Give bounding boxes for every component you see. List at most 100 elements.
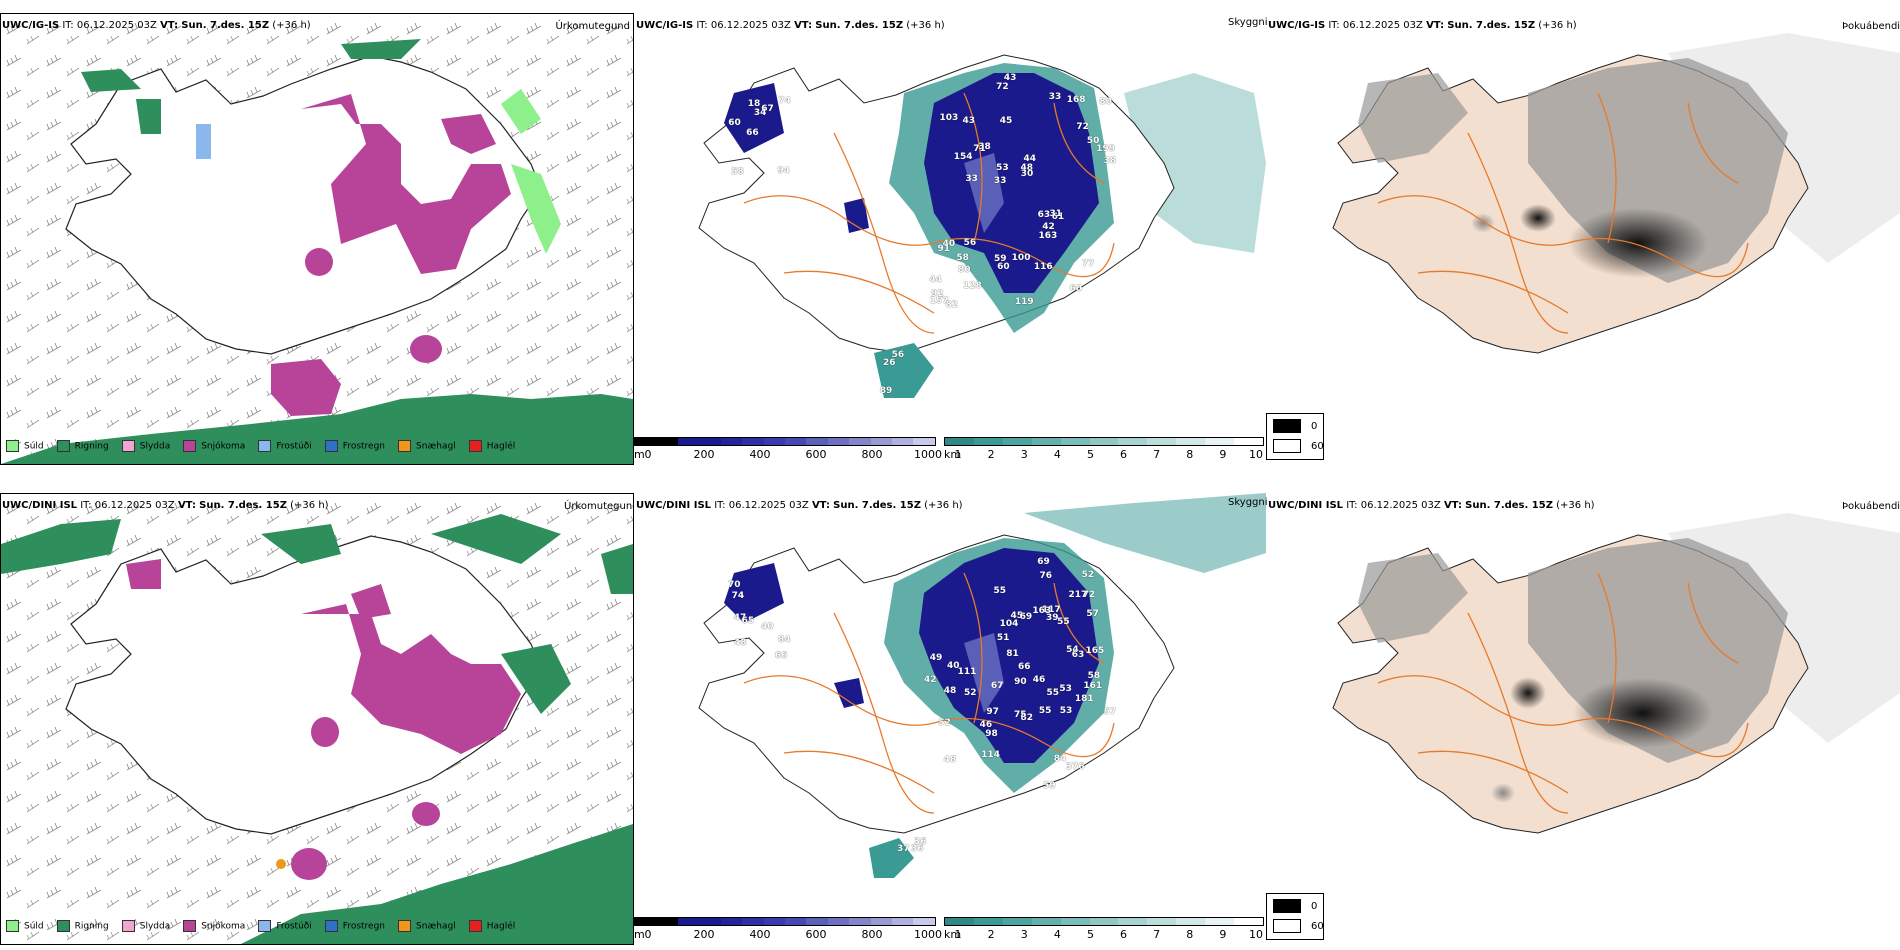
legend-swatch: [183, 920, 197, 932]
visibility-value-label: 44: [1023, 153, 1037, 164]
colorbar-cell: [699, 918, 721, 925]
visibility-value-label: 43: [1003, 73, 1017, 84]
visibility-value-label: 94: [777, 165, 790, 176]
visibility-colorbar-m: m 0 200 400 600 800 1000: [634, 437, 942, 461]
colorbar-tick: 10: [1249, 928, 1263, 941]
precip-type-panel-dini: [0, 493, 634, 945]
fog-map-igis: [1268, 13, 1900, 423]
colorbar-tick: 1: [954, 448, 962, 461]
precip-legend-item: Snæhagl: [398, 920, 456, 932]
colorbar-cell: [1176, 438, 1206, 445]
visibility-colorbar-km: km 1 2 3 4 5 6 7 8 9 10: [944, 437, 1264, 461]
visibility-value-label: 92: [931, 289, 944, 300]
colorbar-cell: [720, 918, 743, 925]
precip-title: Úrkomutegund: [555, 21, 630, 32]
visibility-value-label: 56: [891, 350, 905, 361]
visibility-map-dini: [634, 493, 1266, 903]
fog-panel-dini: [1268, 493, 1900, 943]
visibility-colorbar-m: m 0 200 400 600 800 1000: [634, 917, 942, 941]
visibility-panel-dini: 66 47 40 70 84 74 48 65 55 45 39 376 98 55 46 52 53 66 49 4…: [634, 493, 1266, 943]
visibility-value-label: 69: [1019, 612, 1033, 623]
colorbar-cell: [1176, 918, 1206, 925]
legend-swatch: [324, 920, 338, 932]
colorbar-cell: [870, 438, 893, 445]
visibility-value-label: 60: [728, 118, 741, 129]
precip-legend-item: Frostregn: [324, 920, 386, 932]
colorbar-cell: [973, 438, 1003, 445]
visibility-value-label: 66: [746, 128, 759, 139]
panel-header: UWC/DINI ISL IT: 06.12.2025 03Z VT: Sun.…: [1268, 500, 1595, 511]
panel-header: UWC/IG-IS IT: 06.12.2025 03Z VT: Sun. 7.…: [1268, 20, 1577, 31]
legend-swatch: [258, 440, 272, 452]
legend-label: Slydda: [139, 921, 171, 932]
visibility-value-label: 181: [1074, 694, 1094, 705]
colorbar-tick: 7: [1153, 448, 1161, 461]
fog-title: Þokuábendi: [1842, 501, 1900, 512]
colorbar-tick: 400: [749, 928, 771, 941]
visibility-value-label: 39: [1046, 612, 1059, 623]
visibility-value-label: 72: [996, 82, 1009, 93]
colorbar-cell: [635, 438, 657, 445]
legend-swatch: [398, 920, 412, 932]
legend-swatch: [183, 440, 197, 452]
visibility-value-label: 163: [1038, 231, 1058, 242]
colorbar-cell: [742, 438, 764, 445]
colorbar-unit: m: [634, 928, 645, 941]
panel-header: UWC/DINI ISL IT: 06.12.2025 03Z VT: Sun.…: [2, 500, 329, 511]
legend-label: Rigning: [74, 441, 109, 452]
colorbar-tick: 2: [987, 928, 995, 941]
colorbar-cell: [1002, 438, 1032, 445]
visibility-value-label: 168: [1066, 94, 1086, 105]
visibility-title: Skyggni: [1228, 497, 1268, 508]
visibility-value-label: 18: [747, 99, 761, 110]
colorbar-tick: 9: [1219, 928, 1227, 941]
colorbar-tick: 200: [693, 448, 715, 461]
colorbar-cell: [806, 438, 828, 445]
visibility-value-label: 84: [1053, 753, 1067, 764]
colorbar-tick: 0: [644, 448, 652, 461]
visibility-value-label: 67: [990, 681, 1004, 692]
colorbar-cell: [1060, 918, 1090, 925]
colorbar-tick: 4: [1053, 928, 1061, 941]
colorbar-strip: [634, 917, 936, 926]
visibility-value-label: 76: [1039, 570, 1052, 581]
visibility-value-label: 55: [1046, 687, 1059, 698]
legend-label: Frostregn: [342, 441, 386, 452]
precip-legend-item: Slydda: [121, 440, 170, 452]
colorbar-cell: [677, 918, 700, 925]
legend-label: Frostregn: [342, 921, 386, 932]
panel-header: UWC/IG-IS IT: 06.12.2025 03Z VT: Sun. 7.…: [636, 20, 945, 31]
visibility-value-label: 48: [1020, 162, 1033, 173]
visibility-value-label: 72: [1082, 589, 1096, 600]
colorbar-tick: 0: [644, 928, 652, 941]
fog-panel-igis: [1268, 13, 1900, 463]
colorbar-cell: [849, 918, 871, 925]
colorbar-cell: [1205, 438, 1235, 445]
colorbar-cell: [892, 438, 914, 445]
visibility-value-label: 66: [1018, 661, 1031, 672]
visibility-value-label: 55: [993, 585, 1007, 596]
visibility-value-label: 100: [1011, 252, 1031, 263]
colorbar-cell: [945, 438, 974, 445]
colorbar-tick: 1000: [914, 928, 942, 941]
colorbar-tick: 9: [1219, 448, 1227, 461]
visibility-value-label: 128: [963, 281, 982, 292]
visibility-value-label: 77: [1081, 259, 1095, 270]
visibility-value-label: 82: [945, 300, 958, 311]
visibility-value-label: 67: [761, 103, 774, 114]
precip-title: Úrkomutegund: [564, 501, 639, 512]
colorbar-cell: [784, 918, 807, 925]
visibility-value-label: 48: [943, 685, 957, 696]
visibility-value-label: 111: [957, 666, 977, 677]
visibility-value-label: 38: [1103, 156, 1117, 167]
colorbar-tick: 8: [1186, 448, 1194, 461]
legend-label: Snæhagl: [416, 921, 456, 932]
legend-swatch: [6, 920, 19, 932]
visibility-colorbar-km: km 1 2 3 4 5 6 7 8 9 10: [944, 917, 1264, 941]
visibility-panel-igis: 94 60 74 66 67 58 18 34 40 38 44 80 45 44 61 103 72 38 63 5…: [634, 13, 1266, 463]
colorbar-cell: [1234, 438, 1263, 445]
visibility-value-label: 58: [956, 252, 969, 263]
precip-map-dini: [1, 494, 633, 944]
visibility-map-igis: [634, 13, 1266, 423]
visibility-value-label: 154: [953, 152, 973, 163]
